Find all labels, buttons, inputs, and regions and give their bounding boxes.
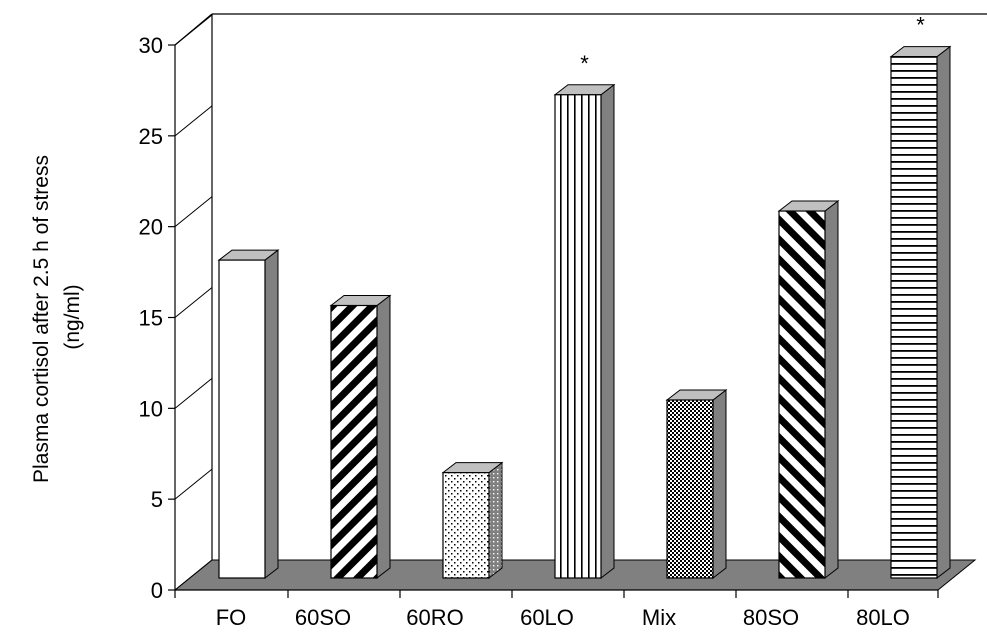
y-tick-depth-line bbox=[174, 105, 213, 137]
y-tick-depth-line bbox=[174, 14, 213, 46]
x-tick-label: 60SO bbox=[295, 605, 351, 630]
x-tick-label: 80SO bbox=[743, 605, 799, 630]
bar-60RO bbox=[441, 461, 504, 580]
bar-side-face bbox=[264, 249, 279, 580]
x-axis-ticks: FO 60SO 60RO 60LO Mix 80SO 80LO bbox=[174, 590, 939, 630]
y-tick-depth-line bbox=[174, 559, 213, 591]
y-tick-depth-line bbox=[174, 377, 213, 409]
bar-side-face bbox=[936, 45, 951, 580]
bar-side-face bbox=[376, 294, 391, 580]
annotations-group: ** bbox=[580, 13, 925, 76]
x-tick-label: 60RO bbox=[406, 605, 463, 630]
significance-marker: * bbox=[916, 13, 925, 38]
y-tick-depth-line bbox=[174, 287, 213, 318]
y-tick-label: 15 bbox=[139, 306, 163, 331]
y-axis-label-line-1: Plasma cortisol after 2.5 h of stress bbox=[30, 155, 53, 483]
bar-front-face bbox=[778, 210, 826, 579]
bar-front-face bbox=[554, 94, 602, 579]
y-tick-depth-line bbox=[174, 196, 213, 228]
y-tick-label: 30 bbox=[139, 33, 163, 58]
x-tick-label: 60LO bbox=[520, 605, 574, 630]
bar-Mix bbox=[665, 388, 728, 580]
y-tick-label: 5 bbox=[151, 487, 163, 512]
bar-80SO bbox=[777, 200, 840, 580]
y-axis-ticks: 0 5 10 15 20 25 30 bbox=[139, 14, 213, 603]
x-tick-label: FO bbox=[216, 605, 247, 630]
bar-FO bbox=[217, 249, 280, 580]
y-tick-depth-line bbox=[174, 468, 213, 500]
y-tick-label: 25 bbox=[139, 124, 163, 149]
y-tick-label: 0 bbox=[151, 578, 163, 603]
bar-front-face bbox=[442, 472, 490, 579]
bar-80LO bbox=[889, 45, 952, 580]
bar-side-face bbox=[824, 200, 839, 580]
y-axis-label-line-2: (ng/ml) bbox=[61, 284, 84, 349]
bar-60LO bbox=[553, 83, 616, 580]
significance-marker: * bbox=[580, 51, 589, 76]
bars-group bbox=[217, 45, 952, 580]
y-axis-label: Plasma cortisol after 2.5 h of stress (n… bbox=[30, 151, 84, 483]
y-tick-label: 20 bbox=[139, 215, 163, 240]
x-tick-label: Mix bbox=[642, 605, 676, 630]
bar-front-face bbox=[890, 56, 938, 579]
bar-front-face bbox=[330, 304, 378, 579]
y-tick-label: 10 bbox=[139, 396, 163, 421]
bar-front-face bbox=[218, 259, 266, 579]
bar-side-face bbox=[488, 461, 503, 580]
bar-side-face bbox=[600, 83, 615, 580]
bar-front-face bbox=[666, 399, 714, 579]
x-tick-label: 80LO bbox=[856, 605, 910, 630]
bar-60SO bbox=[329, 294, 392, 580]
bar-side-face bbox=[712, 388, 727, 580]
